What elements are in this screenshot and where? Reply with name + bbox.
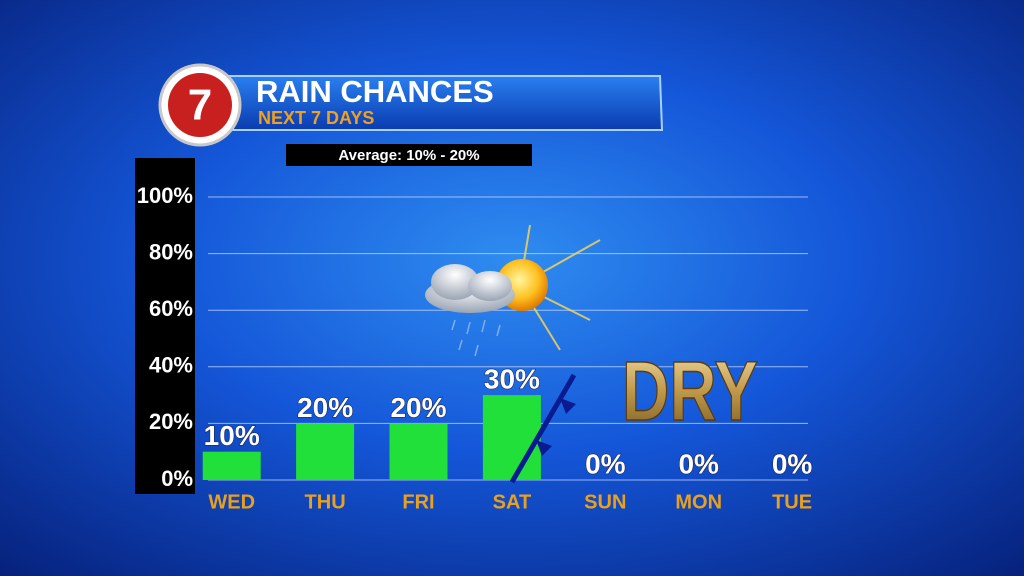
bar (482, 395, 541, 480)
y-tick-label: 80% (149, 239, 193, 264)
logo: 7 (188, 81, 212, 130)
dry-label: DRY (622, 344, 758, 438)
x-tick-label: FRI (402, 491, 434, 513)
y-tick-label: 100% (137, 183, 193, 208)
axis-panel (135, 158, 195, 494)
value-label: 0% (772, 448, 813, 479)
grid: 0% 20% 40% 60% 80% 100% (137, 183, 808, 491)
x-tick-label: SUN (584, 491, 626, 513)
bars: WED 10% THU 20% FRI 20% SAT 30% SUN 0% MON 0% TUE 0% (202, 363, 813, 513)
value-label: 0% (678, 448, 719, 479)
chart-subtitle: NEXT 7 DAYS (258, 108, 374, 128)
weather-icon (425, 224, 601, 357)
logo-disc (168, 73, 232, 137)
y-tick-label: 20% (149, 409, 193, 434)
annotation-box (286, 144, 532, 166)
chart-title: RAIN CHANCES (256, 74, 494, 109)
x-tick-label: MON (675, 491, 722, 513)
value-label: 20% (390, 392, 446, 423)
bar (296, 423, 355, 480)
bar (389, 423, 448, 480)
y-tick-label: 60% (149, 296, 193, 321)
annotation: Average: 10% - 20% (338, 147, 479, 164)
x-tick-label: WED (208, 491, 255, 513)
x-tick-label: THU (305, 491, 346, 513)
x-tick-label: SAT (493, 491, 532, 513)
value-label: 10% (204, 420, 260, 451)
x-tick-label: TUE (772, 491, 812, 513)
bar (202, 451, 261, 480)
value-label: 30% (484, 363, 540, 394)
y-tick-label: 0% (161, 466, 193, 491)
y-tick-label: 40% (149, 353, 193, 378)
value-label: 0% (585, 448, 626, 479)
front-line (509, 373, 577, 484)
value-label: 20% (297, 392, 353, 423)
